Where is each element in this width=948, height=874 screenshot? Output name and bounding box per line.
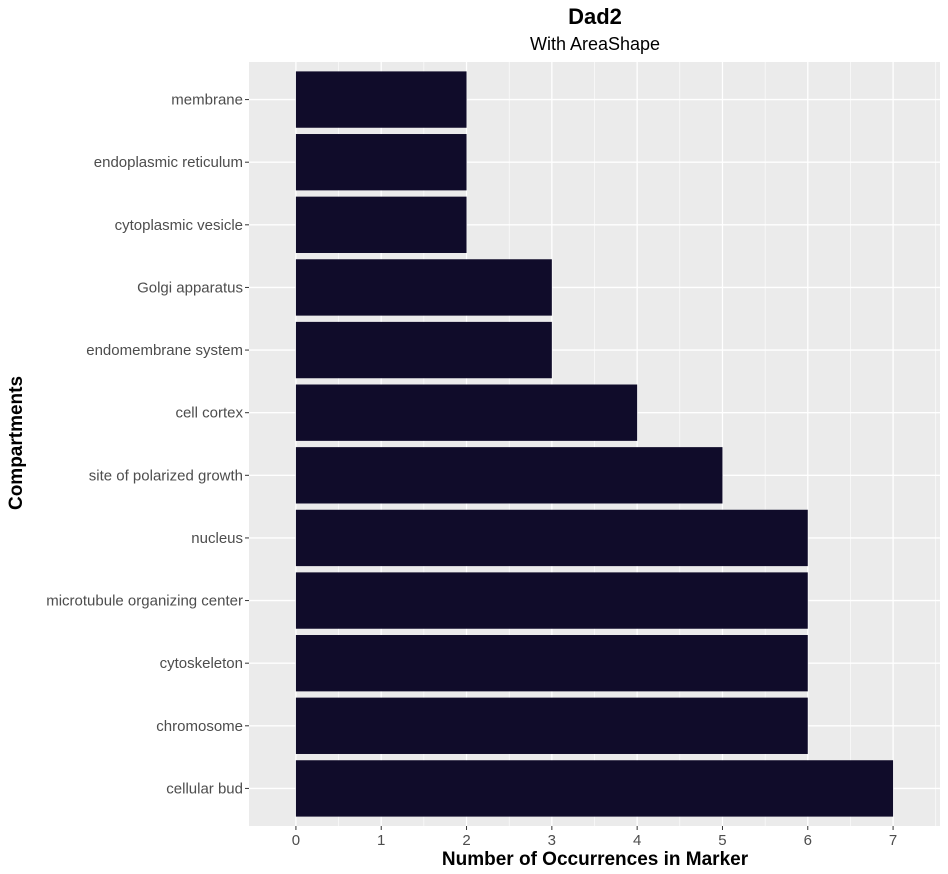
y-tick-label: cytoplasmic vesicle — [115, 217, 243, 234]
bar — [295, 509, 808, 567]
chart-title: Dad2 — [568, 4, 622, 29]
x-tick-label: 2 — [462, 832, 470, 849]
bar — [295, 572, 808, 629]
y-tick-label: site of polarized growth — [89, 467, 243, 484]
y-tick-label: membrane — [171, 92, 243, 109]
y-tick-label: cell cortex — [175, 405, 243, 422]
y-tick-label: cellular bud — [166, 780, 243, 797]
y-tick-label: chromosome — [156, 718, 243, 735]
y-tick-label: Golgi apparatus — [137, 279, 243, 296]
bar — [295, 321, 552, 379]
x-tick-label: 4 — [633, 832, 641, 849]
chart-subtitle: With AreaShape — [530, 34, 660, 54]
x-tick-label: 3 — [548, 832, 556, 849]
bar — [295, 259, 552, 316]
x-tick-label: 5 — [718, 832, 726, 849]
y-tick-label: cytoskeleton — [160, 655, 243, 672]
bar — [295, 71, 467, 128]
bar — [295, 635, 808, 692]
y-tick-label: nucleus — [191, 530, 243, 547]
y-axis-title: Compartments — [6, 376, 27, 510]
y-tick-label: microtubule organizing center — [46, 593, 243, 610]
bar — [295, 196, 467, 253]
x-axis: 0 1 2 3 4 5 6 7 — [292, 826, 897, 849]
y-tick-label: endoplasmic reticulum — [94, 154, 243, 171]
bar — [295, 384, 638, 441]
bar — [295, 760, 894, 817]
x-tick-label: 0 — [292, 832, 300, 849]
x-tick-label: 7 — [889, 832, 897, 849]
y-axis: membrane endoplasmic reticulum cytoplasmic… — [46, 92, 249, 797]
bar — [295, 134, 467, 191]
x-axis-title: Number of Occurrences in Marker — [442, 849, 749, 870]
bar — [295, 697, 808, 754]
x-tick-label: 6 — [804, 832, 812, 849]
y-tick-label: endomembrane system — [86, 342, 243, 359]
bars — [295, 71, 894, 817]
x-tick-label: 1 — [377, 832, 385, 849]
bar — [295, 447, 723, 504]
